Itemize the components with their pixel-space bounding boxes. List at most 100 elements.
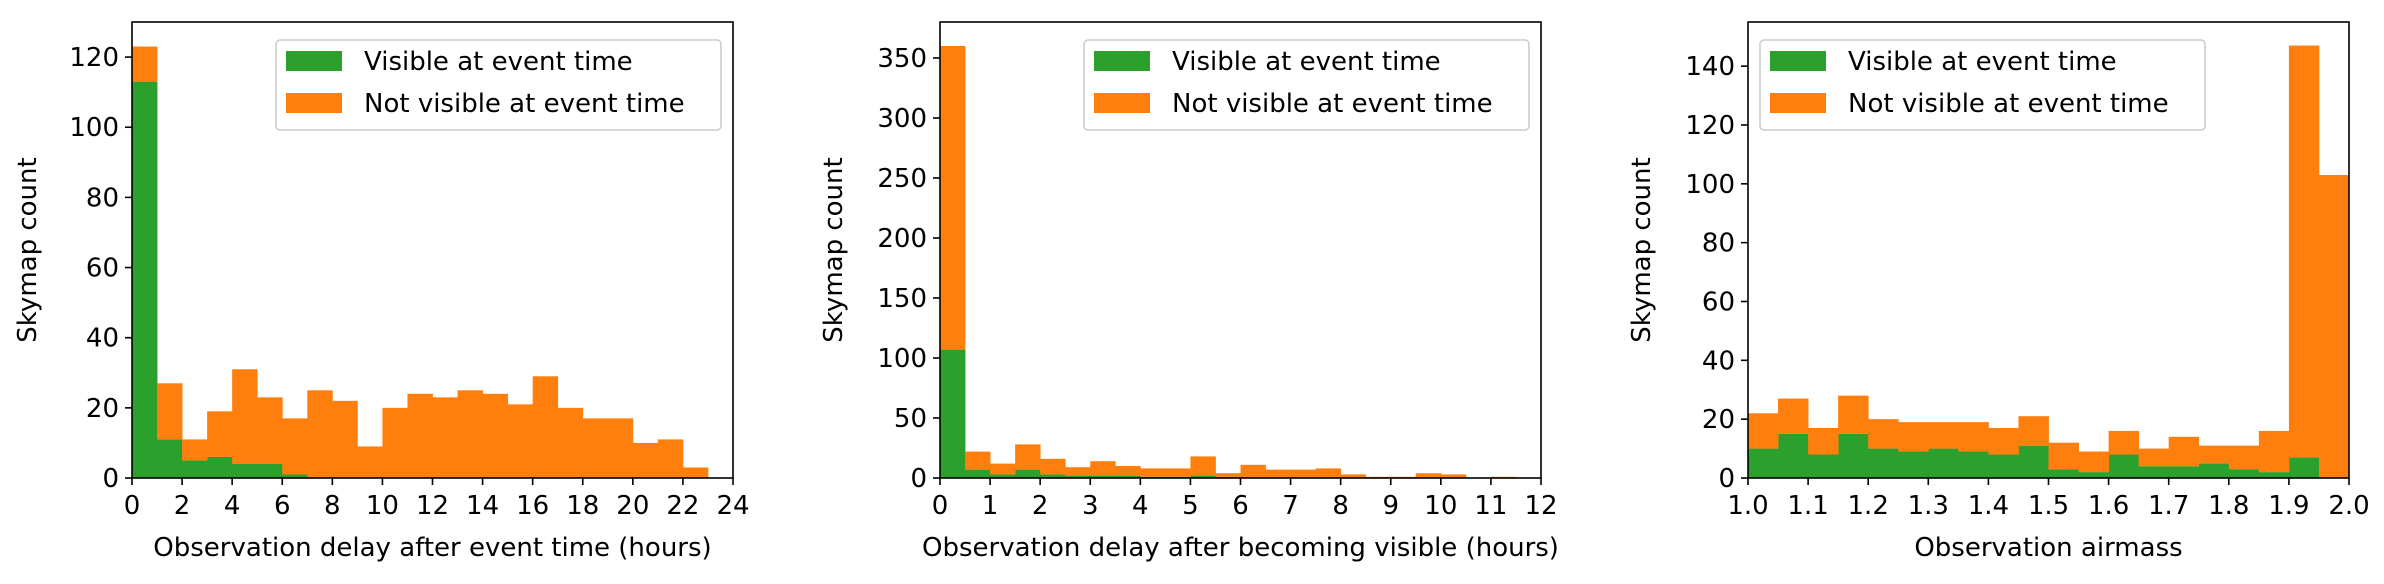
x-tick-label: 12: [416, 491, 449, 521]
y-axis-label: Skymap count: [13, 157, 43, 342]
bar-not-visible-7: [307, 390, 333, 478]
legend-label-visible: Visible at event time: [1172, 47, 1441, 77]
y-tick-label: 40: [1702, 346, 1735, 376]
bar-not-visible-10: [382, 407, 408, 478]
y-tick-label: 60: [1702, 287, 1735, 317]
x-tick-label: 1.7: [2148, 491, 2189, 521]
bar-not-visible-19: [607, 418, 634, 478]
bar-not-visible-18: [582, 418, 609, 478]
bar-not-visible-16: [1340, 474, 1367, 478]
bar-not-visible-15: [507, 404, 534, 478]
y-tick-label: 100: [69, 113, 119, 143]
bar-not-visible-8: [1140, 468, 1166, 477]
bar-not-visible-4: [232, 369, 258, 464]
bar-visible-16: [2228, 469, 2260, 478]
x-tick-label: 4: [224, 491, 241, 521]
x-tick-label: 1.0: [1727, 491, 1768, 521]
legend-frame: [1083, 39, 1530, 131]
x-tick-label: 10: [366, 491, 399, 521]
bar-not-visible-12: [432, 397, 458, 478]
bar-visible-6: [1928, 448, 1959, 478]
x-tick-label: 5: [1182, 491, 1199, 521]
bar-visible-3: [1015, 469, 1041, 478]
bar-visible-1: [1778, 433, 1809, 478]
legend-swatch-visible: [1094, 51, 1150, 71]
bar-not-visible-10: [1190, 456, 1216, 476]
bar-not-visible-15: [2198, 445, 2230, 464]
bar-not-visible-13: [1265, 469, 1291, 478]
bar-not-visible-9: [357, 446, 383, 478]
bar-visible-1: [157, 439, 183, 478]
x-tick-label: 14: [466, 491, 499, 521]
x-axis-label: Observation delay after becoming visible…: [922, 533, 1559, 563]
bar-not-visible-6: [282, 418, 308, 475]
x-tick-label: 9: [1382, 491, 1399, 521]
x-tick-label: 1.4: [1968, 491, 2009, 521]
bar-visible-11: [2078, 472, 2109, 478]
y-tick-label: 50: [894, 404, 927, 434]
x-tick-label: 1: [982, 491, 999, 521]
legend-label-visible: Visible at event time: [1848, 47, 2117, 77]
x-tick-label: 16: [516, 491, 549, 521]
bar-not-visible-11: [407, 393, 433, 478]
bar-visible-12: [2108, 454, 2140, 478]
bar-visible-6: [1090, 475, 1116, 478]
y-axis-label: Skymap count: [819, 157, 849, 342]
chart-panel-event-delay: 0 2 4 6 8 10 12 14 16 18 20 22 24020406080100120Obse…: [13, 21, 750, 563]
bar-visible-5: [1065, 475, 1091, 478]
bar-visible-2: [182, 460, 208, 478]
bar-not-visible-18: [2288, 45, 2320, 458]
bar-visible-10: [2048, 469, 2079, 478]
y-tick-label: 80: [86, 183, 119, 213]
y-tick-label: 20: [86, 394, 119, 424]
bar-visible-0: [132, 81, 158, 478]
bar-not-visible-6: [1928, 422, 1959, 449]
bar-not-visible-10: [2048, 442, 2079, 470]
x-tick-label: 10: [1424, 491, 1457, 521]
y-tick-label: 150: [877, 284, 927, 314]
y-tick-label: 20: [1702, 405, 1735, 435]
x-tick-label: 1.8: [2208, 491, 2249, 521]
legend-frame: [1759, 39, 2206, 131]
y-tick-label: 300: [877, 104, 927, 134]
x-tick-label: 6: [274, 491, 291, 521]
bar-visible-2: [1808, 454, 1839, 478]
bar-visible-1: [965, 469, 991, 478]
bar-visible-5: [257, 463, 283, 478]
x-tick-label: 2: [174, 491, 191, 521]
x-tick-label: 1.6: [2088, 491, 2129, 521]
bar-not-visible-5: [1065, 467, 1091, 476]
bar-not-visible-14: [1290, 469, 1317, 478]
x-tick-label: 20: [616, 491, 649, 521]
bar-not-visible-19: [1415, 473, 1442, 478]
x-tick-label: 6: [1232, 491, 1249, 521]
y-tick-label: 0: [1718, 464, 1735, 494]
chart-panel-airmass: 1.0 1.1 1.2 1.3 1.4 1.5 1.6 1.7 1.8 1.9 2.0 0 20 40 60…: [1627, 21, 2370, 563]
bar-not-visible-8: [332, 400, 358, 478]
legend-swatch-visible: [1770, 51, 1826, 71]
x-tick-label: 1.9: [2268, 491, 2309, 521]
legend-swatch-not-visible: [1094, 93, 1150, 113]
bar-not-visible-1: [1778, 398, 1809, 434]
x-tick-label: 0: [124, 491, 141, 521]
y-tick-label: 200: [877, 224, 927, 254]
y-tick-label: 80: [1702, 229, 1735, 259]
x-tick-label: 7: [1282, 491, 1299, 521]
legend-label-not-visible: Not visible at event time: [1848, 89, 2169, 119]
bar-visible-0: [940, 349, 966, 478]
y-tick-label: 60: [86, 254, 119, 284]
bar-not-visible-12: [2108, 430, 2140, 455]
x-axis-label: Observation delay after event time (hour…: [153, 533, 711, 563]
x-tick-label: 3: [1082, 491, 1099, 521]
bar-not-visible-6: [1090, 461, 1116, 476]
y-tick-label: 0: [910, 464, 927, 494]
bar-not-visible-7: [1958, 422, 1989, 452]
bar-visible-14: [2168, 466, 2200, 478]
bar-not-visible-4: [1868, 419, 1899, 449]
x-tick-label: 1.5: [2028, 491, 2069, 521]
bar-not-visible-16: [2228, 445, 2260, 470]
bar-visible-13: [2138, 466, 2170, 478]
bar-not-visible-19: [2318, 174, 2350, 478]
x-tick-label: 1.2: [1848, 491, 1889, 521]
